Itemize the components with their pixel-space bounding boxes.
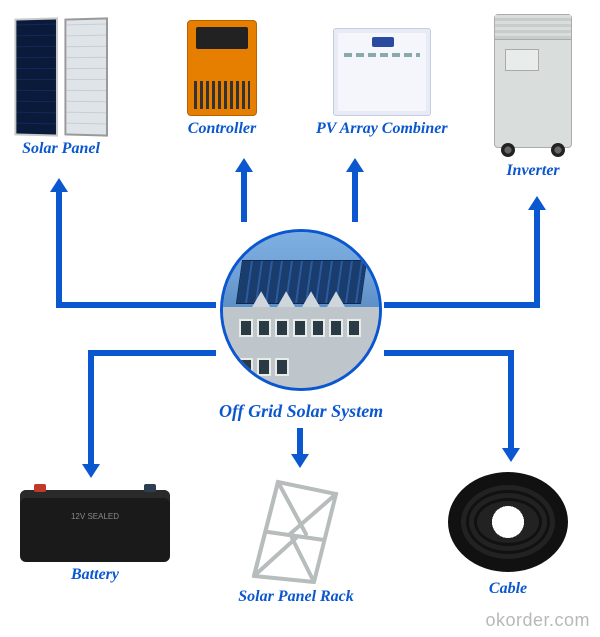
arrow-cable bbox=[384, 350, 514, 462]
component-solar-panel: Solar Panel bbox=[14, 18, 108, 158]
battery-image: 12V SEALED bbox=[20, 490, 170, 562]
solar-panel-image bbox=[14, 18, 108, 136]
cable-label: Cable bbox=[489, 580, 527, 598]
component-controller: Controller bbox=[187, 20, 257, 138]
rack-image bbox=[236, 464, 356, 584]
arrow-solar-panel bbox=[56, 178, 216, 308]
center-label: Off Grid Solar System bbox=[219, 401, 383, 422]
arrow-rack bbox=[297, 428, 303, 468]
arrow-pv-combiner bbox=[352, 158, 358, 222]
arrow-controller bbox=[241, 158, 247, 222]
controller-image bbox=[187, 20, 257, 116]
component-cable: Cable bbox=[444, 468, 572, 598]
component-rack: Solar Panel Rack bbox=[236, 464, 356, 606]
pv-combiner-label: PV Array Combiner bbox=[316, 120, 448, 138]
component-battery: 12V SEALED Battery bbox=[20, 490, 170, 584]
inverter-label: Inverter bbox=[506, 162, 559, 180]
arrow-battery bbox=[88, 350, 216, 478]
pv-combiner-image bbox=[333, 28, 431, 116]
watermark: okorder.com bbox=[485, 610, 590, 631]
component-pv-combiner: PV Array Combiner bbox=[316, 28, 448, 138]
component-inverter: Inverter bbox=[494, 14, 572, 180]
diagram-canvas: Off Grid Solar System Solar Panel Contro… bbox=[0, 0, 600, 637]
inverter-image bbox=[494, 14, 572, 148]
controller-label: Controller bbox=[188, 120, 256, 138]
arrow-inverter bbox=[384, 196, 540, 308]
center-image bbox=[220, 229, 382, 391]
cable-image bbox=[444, 468, 572, 576]
center-node: Off Grid Solar System bbox=[219, 229, 383, 422]
battery-label: Battery bbox=[71, 566, 119, 584]
rack-label: Solar Panel Rack bbox=[238, 588, 354, 606]
solar-panel-label: Solar Panel bbox=[22, 140, 100, 158]
